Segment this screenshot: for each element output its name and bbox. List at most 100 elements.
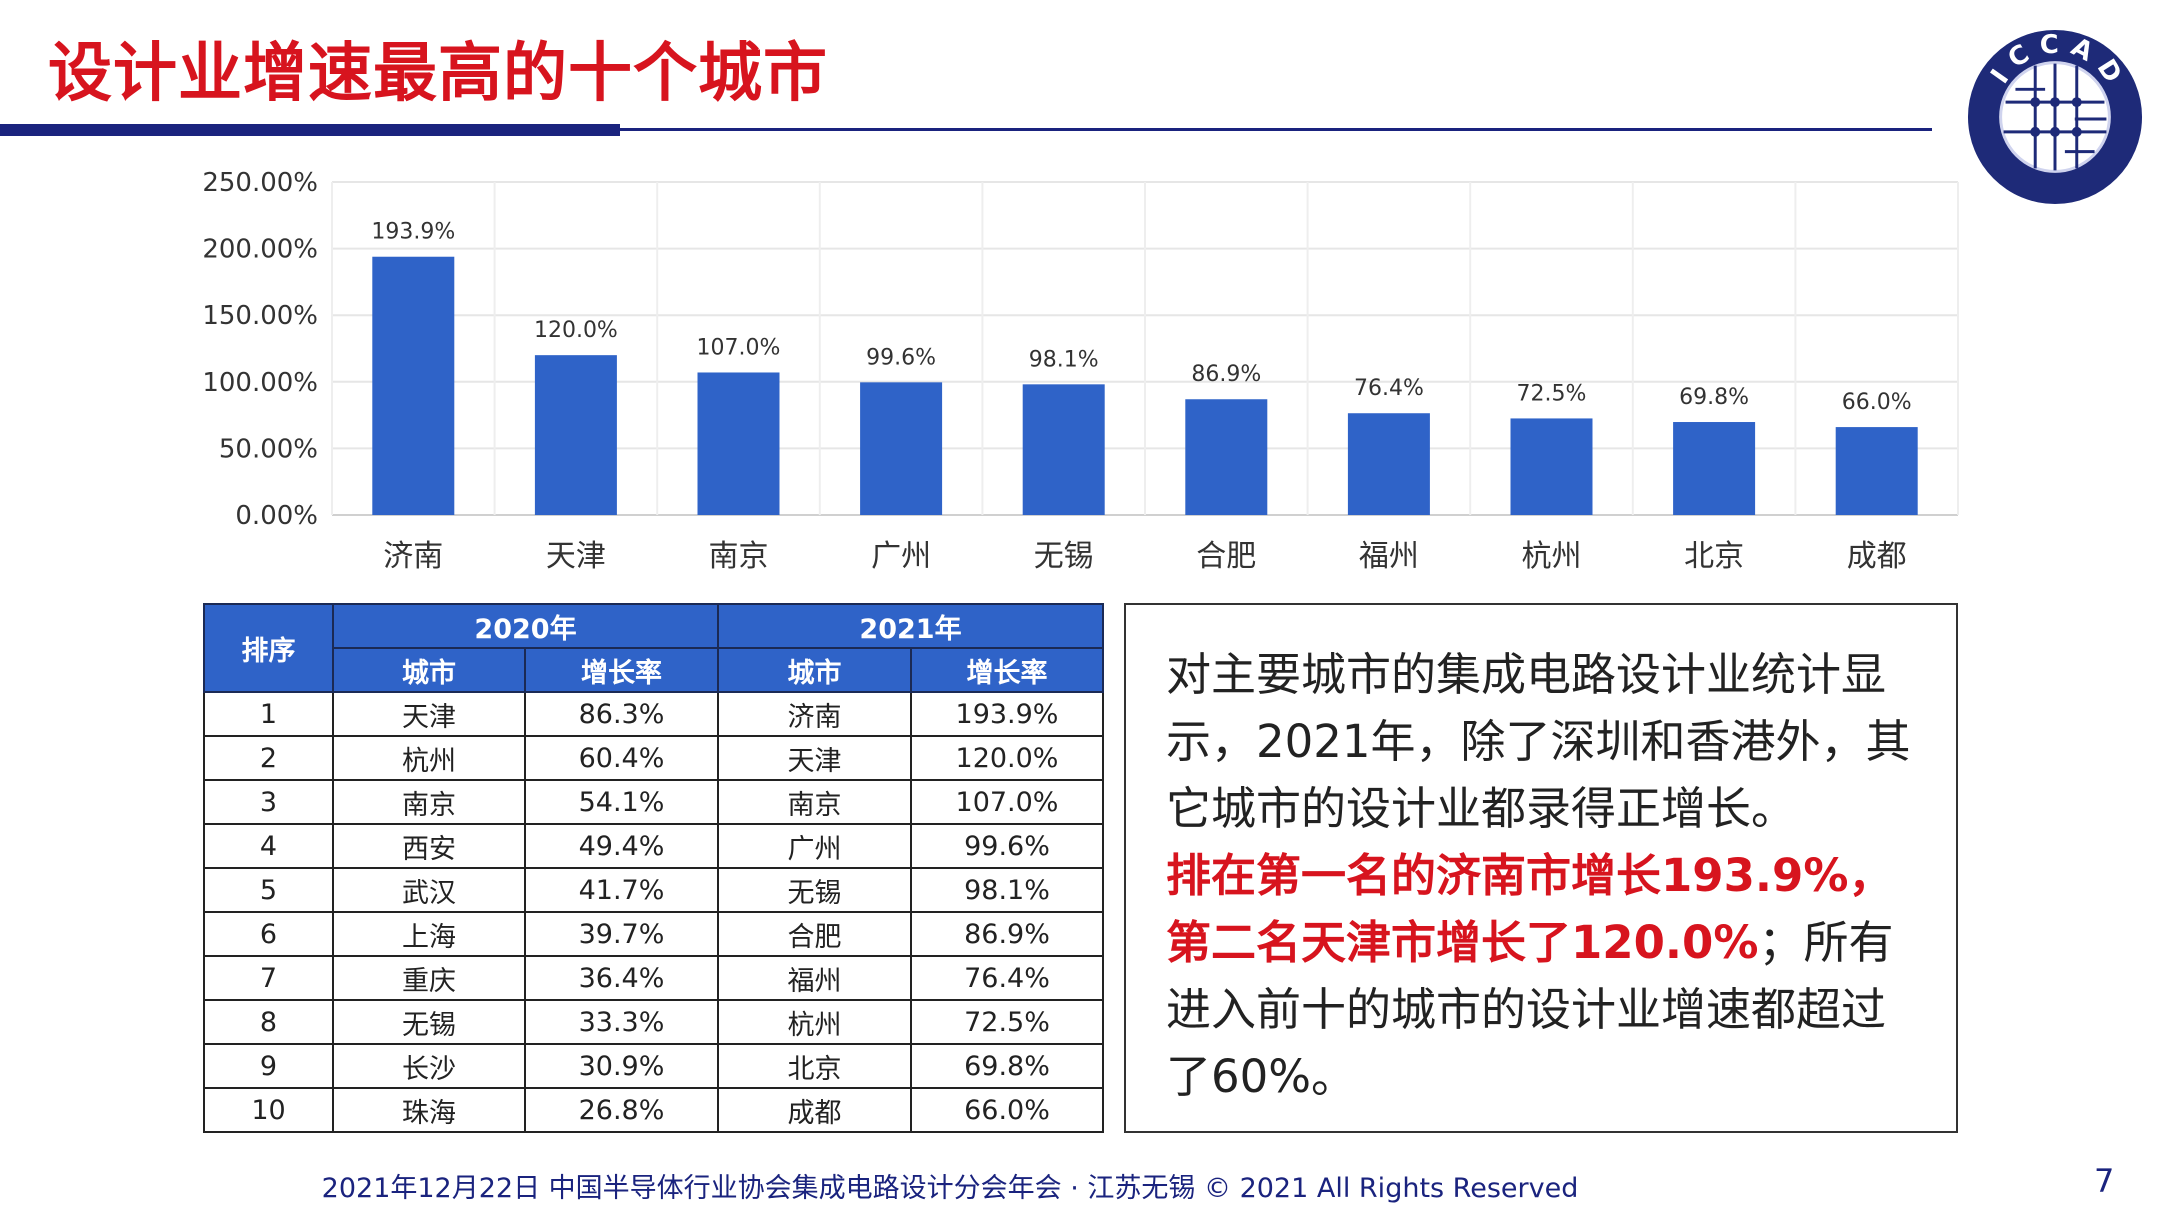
data-label: 99.6% <box>866 345 936 370</box>
table-row: 7 重庆 36.4% 福州 76.4% <box>203 955 1104 1001</box>
growth-2021-cell: 66.0% <box>910 1087 1104 1133</box>
y-tick-label: 0.00% <box>235 501 318 531</box>
category-label: 无锡 <box>1034 539 1094 574</box>
growth-2021-cell: 193.9% <box>910 691 1104 737</box>
y-tick-label: 200.00% <box>202 235 318 265</box>
table-row: 8 无锡 33.3% 杭州 72.5% <box>203 999 1104 1045</box>
city-2020-cell: 天津 <box>332 691 526 737</box>
rank-cell: 2 <box>203 735 334 781</box>
table-row: 5 武汉 41.7% 无锡 98.1% <box>203 867 1104 913</box>
data-label: 86.9% <box>1191 362 1261 387</box>
data-label: 66.0% <box>1842 390 1912 415</box>
category-label: 天津 <box>546 539 606 574</box>
city-2020-cell: 杭州 <box>332 735 526 781</box>
growth-2020-cell: 49.4% <box>524 823 719 869</box>
bar <box>1022 384 1105 515</box>
summary-box: 对主要城市的集成电路设计业统计显示，2021年，除了深圳和香港外，其它城市的设计… <box>1124 603 1958 1133</box>
bar <box>372 256 455 515</box>
category-label: 北京 <box>1684 539 1744 574</box>
y-tick-label: 100.00% <box>202 368 318 398</box>
growth-2020-cell: 41.7% <box>524 867 719 913</box>
data-label: 107.0% <box>697 335 781 360</box>
growth-2020-cell: 30.9% <box>524 1043 719 1089</box>
growth-2020-cell: 33.3% <box>524 999 719 1045</box>
city-2020-cell: 南京 <box>332 779 526 825</box>
iccad-logo: ICCAD <box>1967 29 2143 205</box>
table-row: 3 南京 54.1% 南京 107.0% <box>203 779 1104 825</box>
title-underline-thin <box>600 128 1932 131</box>
city-2021-cell: 广州 <box>717 823 912 869</box>
growth-2020-cell: 86.3% <box>524 691 719 737</box>
category-label: 合肥 <box>1196 539 1256 574</box>
col-header-city: 城市 <box>717 647 912 693</box>
bar <box>534 355 617 515</box>
page-number: 7 <box>2094 1162 2115 1200</box>
growth-2021-cell: 72.5% <box>910 999 1104 1045</box>
footer-text: 2021年12月22日 中国半导体行业协会集成电路设计分会年会 · 江苏无锡 ©… <box>321 1173 1579 1204</box>
year-header-2020: 2020年 <box>332 603 719 649</box>
data-label: 98.1% <box>1029 347 1099 372</box>
bar <box>697 372 780 515</box>
growth-2021-cell: 69.8% <box>910 1043 1104 1089</box>
table-row: 6 上海 39.7% 合肥 86.9% <box>203 911 1104 957</box>
data-label: 76.4% <box>1354 376 1424 401</box>
col-header-growth: 增长率 <box>524 647 719 693</box>
rank-cell: 1 <box>203 691 334 737</box>
rank-cell: 7 <box>203 955 334 1001</box>
rank-cell: 10 <box>203 1087 334 1133</box>
city-2020-cell: 重庆 <box>332 955 526 1001</box>
city-2021-cell: 南京 <box>717 779 912 825</box>
rank-cell: 5 <box>203 867 334 913</box>
category-label: 广州 <box>871 539 931 574</box>
growth-2020-cell: 54.1% <box>524 779 719 825</box>
city-2021-cell: 杭州 <box>717 999 912 1045</box>
col-header-city: 城市 <box>332 647 526 693</box>
rank-cell: 3 <box>203 779 334 825</box>
summary-highlight: 排在第一名的济南市增长193.9%，第二名天津市增长了120.0% <box>1166 849 1894 969</box>
rank-cell: 8 <box>203 999 334 1045</box>
category-label: 福州 <box>1359 539 1419 574</box>
data-label: 69.8% <box>1679 385 1749 410</box>
city-2020-cell: 武汉 <box>332 867 526 913</box>
title-underline-thick <box>0 124 620 136</box>
col-header-growth: 增长率 <box>910 647 1104 693</box>
category-label: 南京 <box>709 539 769 574</box>
growth-2020-cell: 39.7% <box>524 911 719 957</box>
page-title: 设计业增速最高的十个城市 <box>48 37 828 111</box>
table-row: 9 长沙 30.9% 北京 69.8% <box>203 1043 1104 1089</box>
category-label: 杭州 <box>1522 539 1582 574</box>
city-2021-cell: 济南 <box>717 691 912 737</box>
city-2020-cell: 珠海 <box>332 1087 526 1133</box>
growth-2021-cell: 76.4% <box>910 955 1104 1001</box>
city-2020-cell: 西安 <box>332 823 526 869</box>
table-row: 2 杭州 60.4% 天津 120.0% <box>203 735 1104 781</box>
footer: 2021年12月22日 中国半导体行业协会集成电路设计分会年会 · 江苏无锡 ©… <box>0 1166 2160 1205</box>
city-2021-cell: 天津 <box>717 735 912 781</box>
y-tick-label: 250.00% <box>202 168 318 198</box>
y-tick-label: 50.00% <box>219 434 318 464</box>
city-2020-cell: 无锡 <box>332 999 526 1045</box>
city-2021-cell: 福州 <box>717 955 912 1001</box>
city-2021-cell: 无锡 <box>717 867 912 913</box>
city-2021-cell: 合肥 <box>717 911 912 957</box>
category-label: 成都 <box>1847 539 1907 574</box>
table-row: 10 珠海 26.8% 成都 66.0% <box>203 1087 1104 1133</box>
y-tick-label: 150.00% <box>202 301 318 331</box>
growth-2021-cell: 107.0% <box>910 779 1104 825</box>
ranking-table: 排序 2020年 2021年 城市 增长率 城市 增长率 1 天津 86.3% 济南 1… <box>203 603 1104 1133</box>
table-row: 4 西安 49.4% 广州 99.6% <box>203 823 1104 869</box>
growth-2021-cell: 120.0% <box>910 735 1104 781</box>
bar <box>1673 422 1756 515</box>
city-2020-cell: 长沙 <box>332 1043 526 1089</box>
bar-chart: 0.00% 50.00% 100.00% 150.00% 200.00% 250.00% 1… <box>202 168 1959 574</box>
growth-2020-cell: 60.4% <box>524 735 719 781</box>
growth-2021-cell: 98.1% <box>910 867 1104 913</box>
rank-cell: 6 <box>203 911 334 957</box>
growth-2021-cell: 86.9% <box>910 911 1104 957</box>
growth-2020-cell: 36.4% <box>524 955 719 1001</box>
city-2020-cell: 上海 <box>332 911 526 957</box>
growth-2020-cell: 26.8% <box>524 1087 719 1133</box>
summary-text: 对主要城市的集成电路设计业统计显示，2021年，除了深圳和香港外，其它城市的设计… <box>1166 648 1911 835</box>
bar <box>1510 418 1593 515</box>
growth-2021-cell: 99.6% <box>910 823 1104 869</box>
